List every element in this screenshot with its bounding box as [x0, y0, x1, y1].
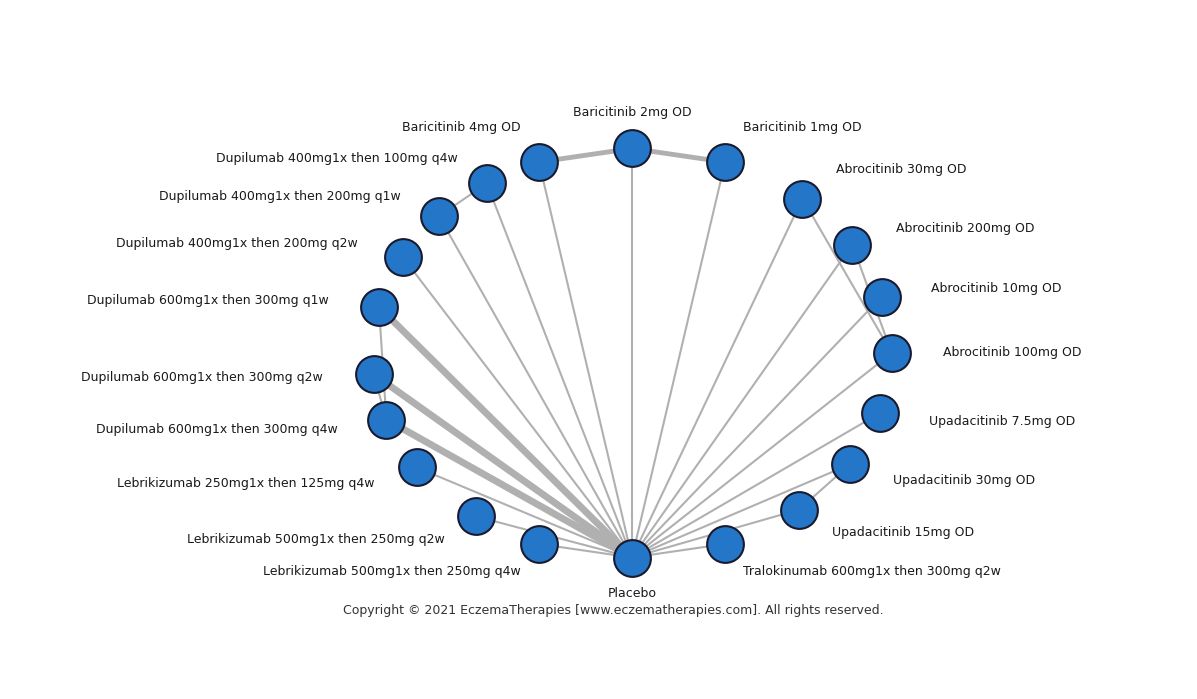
- Text: Abrocitinib 200mg OD: Abrocitinib 200mg OD: [895, 222, 1034, 236]
- Point: [393, 252, 412, 263]
- Text: Dupilumab 400mg1x then 200mg q1w: Dupilumab 400mg1x then 200mg q1w: [159, 190, 401, 203]
- Point: [840, 459, 859, 470]
- Text: Upadacitinib 15mg OD: Upadacitinib 15mg OD: [832, 526, 974, 539]
- Text: Dupilumab 600mg1x then 300mg q2w: Dupilumab 600mg1x then 300mg q2w: [81, 371, 323, 384]
- Point: [871, 408, 891, 419]
- Text: Dupilumab 600mg1x then 300mg q4w: Dupilumab 600mg1x then 300mg q4w: [97, 423, 339, 435]
- Point: [716, 538, 735, 549]
- Point: [370, 301, 389, 312]
- Text: Abrocitinib 100mg OD: Abrocitinib 100mg OD: [943, 347, 1081, 359]
- Point: [529, 538, 548, 549]
- Text: Dupilumab 400mg1x then 100mg q4w: Dupilumab 400mg1x then 100mg q4w: [217, 152, 458, 166]
- Text: Upadacitinib 7.5mg OD: Upadacitinib 7.5mg OD: [929, 415, 1075, 428]
- Text: Abrocitinib 10mg OD: Abrocitinib 10mg OD: [931, 282, 1062, 295]
- Point: [843, 239, 862, 250]
- Point: [716, 157, 735, 168]
- Point: [478, 178, 497, 189]
- Text: Tralokinumab 600mg1x then 300mg q2w: Tralokinumab 600mg1x then 300mg q2w: [743, 565, 1001, 578]
- Text: Lebrikizumab 500mg1x then 250mg q4w: Lebrikizumab 500mg1x then 250mg q4w: [263, 565, 521, 578]
- Point: [873, 291, 892, 302]
- Text: Lebrikizumab 500mg1x then 250mg q2w: Lebrikizumab 500mg1x then 250mg q2w: [187, 533, 445, 547]
- Text: Dupilumab 400mg1x then 200mg q2w: Dupilumab 400mg1x then 200mg q2w: [116, 236, 358, 250]
- Text: Dupilumab 600mg1x then 300mg q1w: Dupilumab 600mg1x then 300mg q1w: [87, 294, 329, 307]
- Point: [407, 462, 426, 473]
- Point: [792, 193, 812, 204]
- Point: [622, 143, 642, 154]
- Point: [529, 157, 548, 168]
- Point: [882, 347, 901, 359]
- Point: [622, 552, 642, 563]
- Point: [364, 369, 383, 380]
- Text: Placebo: Placebo: [608, 587, 656, 600]
- Text: Upadacitinib 30mg OD: Upadacitinib 30mg OD: [893, 474, 1034, 487]
- Point: [466, 511, 485, 522]
- Text: Copyright © 2021 EczemaTherapies [www.eczematherapies.com]. All rights reserved.: Copyright © 2021 EczemaTherapies [www.ec…: [344, 604, 883, 617]
- Text: Abrocitinib 30mg OD: Abrocitinib 30mg OD: [836, 164, 966, 176]
- Point: [789, 504, 808, 515]
- Point: [377, 414, 396, 425]
- Text: Lebrikizumab 250mg1x then 125mg q4w: Lebrikizumab 250mg1x then 125mg q4w: [117, 477, 375, 491]
- Text: Baricitinib 1mg OD: Baricitinib 1mg OD: [743, 122, 862, 134]
- Text: Baricitinib 2mg OD: Baricitinib 2mg OD: [572, 106, 692, 119]
- Text: Baricitinib 4mg OD: Baricitinib 4mg OD: [402, 122, 521, 134]
- Point: [430, 210, 449, 222]
